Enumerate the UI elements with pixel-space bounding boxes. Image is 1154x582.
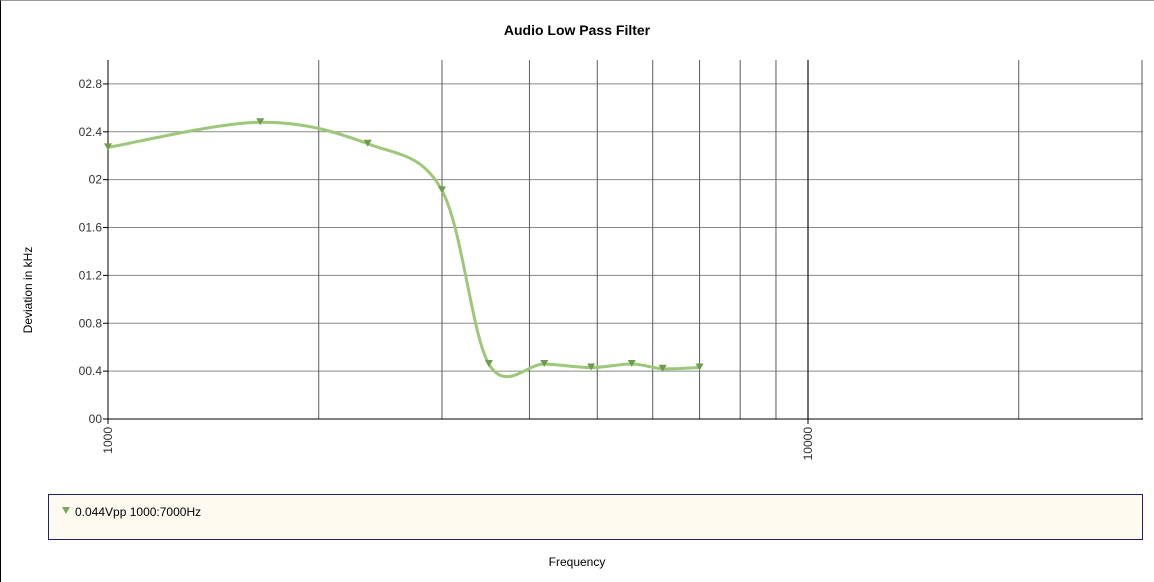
data-point-marker: [437, 186, 446, 194]
axes: [103, 60, 1143, 424]
y-tick-label: 00.8: [79, 316, 103, 330]
y-tick-label: 00.4: [79, 364, 103, 378]
chart-title: Audio Low Pass Filter: [503, 22, 651, 38]
data-point-marker: [695, 363, 704, 371]
y-tick-label: 00: [89, 412, 103, 426]
y-tick-label: 02.4: [79, 125, 103, 139]
y-axis-label: Deviation in kHz: [21, 246, 35, 334]
data-point-marker: [658, 364, 667, 372]
y-tick-label: 01.6: [79, 221, 103, 235]
y-tick-labels: 00 00.4 00.8 01.2 01.6 02 02.4 02.8: [79, 77, 103, 426]
y-tick-label: 02: [89, 173, 103, 187]
data-point-marker: [540, 359, 549, 367]
grid-lines: [108, 60, 1143, 419]
legend[interactable]: 0.044Vpp 1000:7000Hz: [48, 494, 1143, 540]
y-tick-label: 01.2: [79, 268, 103, 282]
legend-series-label[interactable]: 0.044Vpp 1000:7000Hz: [75, 505, 202, 519]
data-series: [104, 118, 704, 379]
data-point-marker: [627, 359, 636, 367]
data-point-marker: [256, 118, 265, 126]
x-tick-labels: 1000 10000: [101, 427, 815, 461]
data-point-marker: [104, 143, 112, 151]
series-line: [106, 120, 702, 379]
x-axis-label: Frequency: [548, 555, 606, 569]
data-point-marker: [587, 363, 596, 371]
data-point-marker: [484, 359, 493, 367]
x-tick-label: 1000: [101, 427, 115, 454]
x-tick-label: 10000: [801, 427, 815, 461]
data-point-marker: [363, 139, 372, 147]
legend-marker-icon: [62, 507, 70, 514]
y-tick-label: 02.8: [79, 77, 103, 91]
